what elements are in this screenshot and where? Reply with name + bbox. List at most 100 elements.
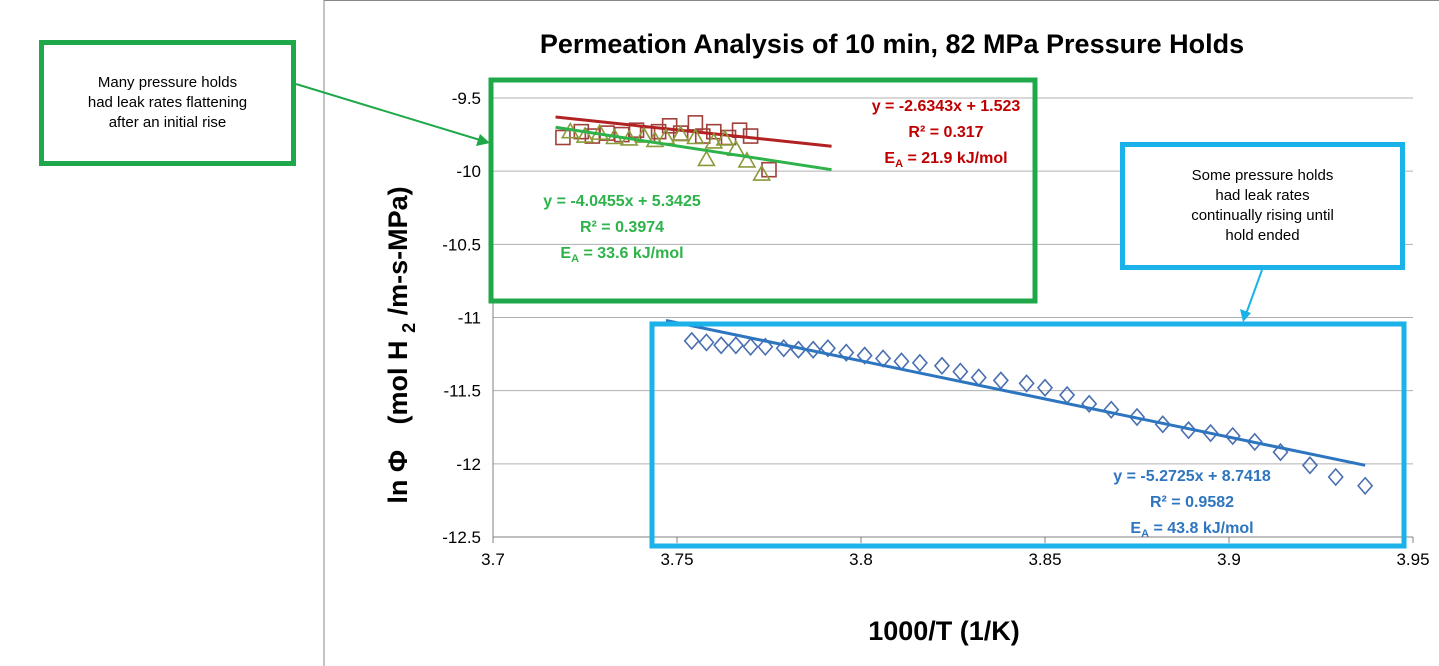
green-callout-line-1: Many pressure holds [97,74,238,91]
data-point-diamond [1018,374,1035,393]
red-ea-value: = 21.9 kJ/mol [903,150,1008,167]
blue-callout-line-2: had leak rates [1215,187,1310,204]
chart-title: Permeation Analysis of 10 min, 82 MPa Pr… [540,29,1244,59]
data-point-triangle [752,164,772,181]
y-tick-label: -11.5 [444,382,482,401]
data-point-diamond [1357,476,1374,495]
blue-series [665,318,1374,495]
data-point-diamond [992,371,1009,390]
data-point-diamond [1202,423,1219,443]
green-callout-text: Many pressure holds had leak rates flatt… [88,73,247,133]
series [555,115,1374,495]
green-callout: Many pressure holds had leak rates flatt… [39,40,296,166]
y-tick-label: -10.5 [442,235,481,254]
red-fit-annotation: y = -2.6343x + 1.523 R² = 0.317 EA = 21.… [872,98,1021,170]
data-point-diamond [1301,456,1319,475]
red-ea-prefix: E [884,150,895,167]
green-fit-annotation: y = -4.0455x + 5.3425 R² = 0.3974 EA = 3… [543,193,701,265]
green-callout-line-2: had leak rates flattening [87,94,248,111]
blue-ea-value: = 43.8 kJ/mol [1149,520,1254,537]
green-trendline [555,125,832,172]
data-point-triangle [737,151,757,168]
data-point-diamond [805,340,822,359]
data-point-triangle [697,149,716,167]
blue-callout-arrow [1240,269,1263,322]
green-ea-prefix: E [560,245,571,262]
blue-trendline [665,318,1366,467]
green-series [555,122,832,181]
red-fit-activation-energy: EA = 21.9 kJ/mol [884,150,1007,170]
data-point-square [687,115,704,131]
green-highlight-box [488,77,1038,304]
red-fit-equation: y = -2.6343x + 1.523 [872,98,1021,115]
data-point-diamond [1103,400,1120,419]
data-point-triangle [575,126,595,143]
x-tick-label: 3.75 [660,550,693,569]
y-axis-label-unit-end: /m-s-MPa) [383,186,413,315]
blue-fit-activation-energy: EA = 43.8 kJ/mol [1130,520,1253,540]
data-point-diamond [698,333,715,352]
red-series [555,115,832,178]
data-point-diamond [911,353,928,373]
x-tick-label: 3.8 [849,550,873,569]
blue-ea-prefix: E [1130,520,1141,537]
blue-callout-line-1: Some pressure holds [1191,167,1334,184]
green-ea-sub: A [571,253,579,265]
green-fit-r2: R² = 0.3974 [580,219,664,236]
data-point-diamond [713,336,730,355]
data-point-triangle [686,127,705,145]
blue-fit-r2: R² = 0.9582 [1150,494,1234,511]
green-ea-value: = 33.6 kJ/mol [579,245,684,262]
blue-fit-equation: y = -5.2725x + 8.7418 [1113,468,1271,485]
x-tick-label: 3.95 [1396,550,1429,569]
x-tick-label: 3.7 [481,550,505,569]
data-point-square [761,161,777,178]
data-point-diamond [757,337,774,356]
y-tick-label: -12 [456,455,481,474]
y-tick-label: -11 [458,309,481,328]
x-tick-labels: 3.7 3.75 3.8 3.85 3.9 3.95 [481,550,1429,569]
data-point-diamond [819,339,836,358]
data-point-diamond [1224,426,1241,446]
data-point-triangle [704,132,724,149]
blue-callout: Some pressure holds had leak rates conti… [1120,142,1405,270]
data-point-diamond [683,331,700,351]
green-fit-equation: y = -4.0455x + 5.3425 [543,193,701,210]
blue-callout-text: Some pressure holds had leak rates conti… [1191,166,1334,246]
data-point-diamond [1246,432,1263,452]
y-axis-label-subscript: 2 [399,323,419,333]
y-tick-label: -9.5 [452,89,481,108]
x-axis-label: 1000/T (1/K) [868,616,1020,646]
data-point-diamond [933,356,951,376]
y-tick-label: -10 [456,162,481,181]
data-point-diamond [1128,407,1146,427]
data-point-diamond [952,362,969,381]
data-point-diamond [1059,385,1076,405]
data-point-diamond [1327,467,1344,487]
green-callout-arrow [295,83,490,146]
y-axis-label-symbol: ln Φ [383,450,413,504]
data-point-diamond [742,337,759,356]
y-axis-label-unit-start: (mol H [383,340,413,424]
red-ea-sub: A [895,158,903,170]
y-axis-label: ln Φ (mol H 2 /m-s-MPa) [383,186,421,503]
red-fit-r2: R² = 0.317 [908,124,983,141]
data-point-triangle [715,129,735,146]
y-tick-label: -12.5 [442,528,481,547]
data-point-diamond [727,336,744,355]
x-tick-label: 3.9 [1217,550,1241,569]
data-point-triangle [671,124,691,142]
data-point-diamond [1036,378,1054,397]
data-point-diamond [1081,394,1098,414]
blue-ea-sub: A [1141,528,1149,540]
blue-fit-annotation: y = -5.2725x + 8.7418 R² = 0.9582 EA = 4… [1113,468,1271,540]
blue-callout-line-3: continually rising until [1191,207,1334,224]
data-point-square [705,123,722,140]
blue-callout-line-4: hold ended [1225,227,1300,244]
blue-highlight-box [649,321,1407,549]
data-point-triangle [645,130,665,148]
data-point-diamond [856,346,873,365]
y-tick-labels: -9.5 -10 -10.5 -11 -11.5 -12 -12.5 [442,89,481,547]
green-fit-activation-energy: EA = 33.6 kJ/mol [560,245,683,265]
